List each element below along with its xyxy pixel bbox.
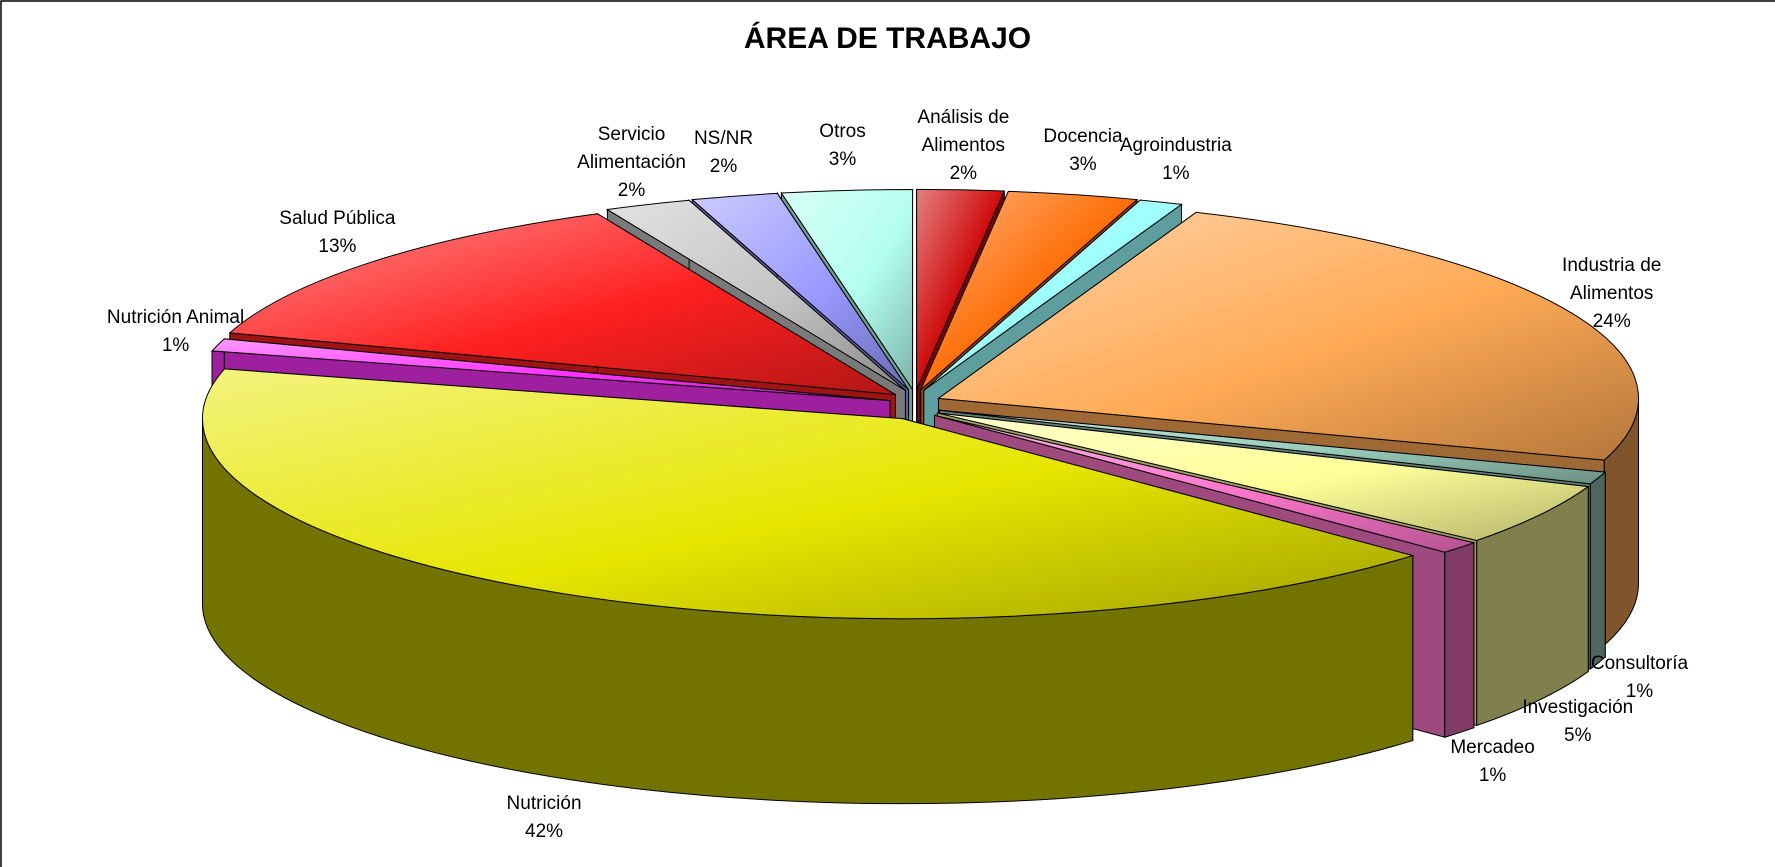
pie-slice <box>916 188 1006 390</box>
slice-label: Otros 3% <box>768 118 918 174</box>
slice-label: Salud Pública 13% <box>262 205 412 261</box>
slice-value: 2% <box>709 156 738 178</box>
slice-value: 5% <box>1564 725 1592 747</box>
slice-name: Docencia <box>1043 126 1123 148</box>
slice-label: Agroindustria 1% <box>1101 132 1251 188</box>
slice-name: Investigación <box>1522 697 1634 719</box>
pie-slice <box>937 412 1590 541</box>
slice-label: Docencia 3% <box>1008 123 1158 179</box>
slice-name: Mercadeo <box>1450 736 1535 758</box>
slice-label: Investigación 5% <box>1503 694 1653 750</box>
chart-title: ÁREA DE TRABAJO <box>743 22 1032 55</box>
slice-group <box>201 368 1415 805</box>
slice-label: Nutrición Animal 1% <box>101 304 251 360</box>
slice-label: Análisis de Alimentos 2% <box>888 104 1038 188</box>
slice-value: 42% <box>525 820 564 842</box>
pie-slice <box>210 338 891 402</box>
pie-slice <box>923 199 1183 391</box>
slice-value: 3% <box>828 149 857 171</box>
slice-value: 3% <box>1069 154 1097 176</box>
slice-name: Consultoría <box>1590 653 1689 675</box>
pie-slice <box>605 199 906 391</box>
pie-slice <box>201 368 1415 620</box>
slice-label: Mercadeo 1% <box>1418 734 1568 790</box>
slice-label: Nutrición 42% <box>469 790 619 846</box>
slice-name: Nutrición <box>506 792 582 814</box>
pie-slice <box>934 414 1476 553</box>
slice-name: Agroindustria <box>1119 135 1232 157</box>
slice-name: Servicio Alimentación <box>577 124 686 174</box>
slice-side <box>1589 470 1606 670</box>
slice-name: Industria de Alimentos <box>1562 255 1662 305</box>
slice-value: 1% <box>1625 681 1654 703</box>
slice-value: 2% <box>949 162 978 184</box>
pie-slice <box>937 211 1640 461</box>
pie-slice <box>228 213 896 396</box>
pie-slice <box>939 409 1607 485</box>
slice-name: Nutrición Animal <box>106 307 245 329</box>
slice-label: Consultoría 1% <box>1564 650 1714 706</box>
slice-value: 13% <box>318 236 357 258</box>
slice-name: Análisis de Alimentos <box>917 106 1010 156</box>
slice-name: NS/NR <box>693 128 754 150</box>
slice-value: 1% <box>1162 163 1190 185</box>
pie-slice <box>780 188 914 392</box>
pie-slice <box>920 190 1139 391</box>
slice-name: Salud Pública <box>279 208 396 230</box>
slice-side <box>1444 542 1475 738</box>
slice-value: 2% <box>617 180 646 202</box>
slice-label: NS/NR 2% <box>649 125 799 181</box>
slice-name: Otros <box>819 121 866 143</box>
slice-value: 1% <box>1478 764 1507 786</box>
slice-value: 1% <box>161 335 190 357</box>
pie-slice <box>691 192 909 391</box>
slice-label: Industria de Alimentos 24% <box>1537 252 1687 336</box>
slice-value: 24% <box>1592 311 1631 333</box>
slice-label: Servicio Alimentación 2% <box>557 121 707 205</box>
